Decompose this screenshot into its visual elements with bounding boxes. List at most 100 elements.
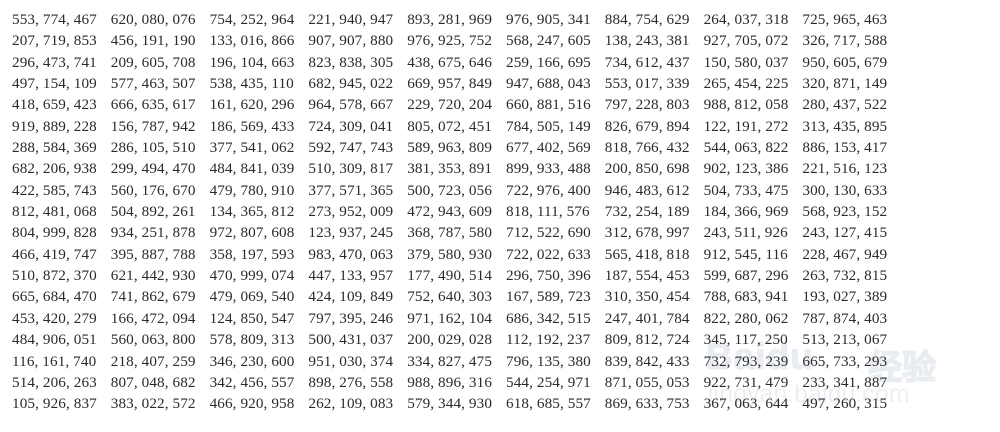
number-cell: 288, 584, 369	[12, 139, 97, 157]
number-cell	[895, 351, 994, 372]
number-cell: 599, 687, 296	[703, 267, 789, 285]
number-cell	[895, 265, 994, 286]
number-cell: 243, 127, 415	[802, 224, 888, 242]
number-cell: 320, 871, 149	[802, 75, 888, 93]
number-cell	[895, 30, 994, 51]
number-cell: 946, 483, 612	[604, 181, 690, 199]
number-cell: 752, 640, 303	[407, 288, 493, 306]
number-cell	[895, 180, 994, 201]
number-cell: 105, 926, 837	[12, 395, 97, 413]
number-cell: 553, 774, 467	[12, 11, 97, 28]
number-cell: 470, 999, 074	[209, 267, 295, 285]
number-cell: 722, 022, 633	[506, 245, 591, 263]
number-cell: 934, 251, 878	[110, 224, 196, 242]
number-cell: 247, 401, 784	[604, 309, 690, 327]
number-cell: 818, 111, 576	[506, 203, 590, 221]
number-cell: 538, 435, 110	[209, 75, 294, 93]
number-cell: 273, 952, 009	[308, 203, 394, 221]
number-cell: 133, 016, 866	[209, 32, 295, 50]
number-cell: 193, 027, 389	[802, 288, 888, 306]
number-cell: 228, 467, 949	[802, 245, 888, 263]
number-cell	[895, 9, 994, 30]
number-cell: 138, 243, 381	[604, 32, 690, 50]
number-cell: 342, 456, 557	[209, 373, 295, 391]
number-cell: 381, 353, 891	[407, 160, 493, 178]
number-cell	[895, 286, 994, 307]
number-cell: 919, 889, 228	[12, 117, 97, 135]
number-cell: 207, 719, 853	[12, 32, 97, 50]
number-cell: 134, 365, 812	[209, 203, 295, 221]
number-cell: 300, 130, 633	[802, 181, 888, 199]
number-cell: 513, 213, 067	[802, 331, 888, 349]
number-cell: 456, 191, 190	[110, 32, 196, 50]
number-cell: 788, 683, 941	[703, 288, 789, 306]
number-cell: 732, 793, 239	[703, 352, 789, 370]
number-cell: 682, 206, 938	[12, 160, 97, 178]
number-cell	[895, 372, 994, 393]
number-cell: 565, 418, 818	[604, 245, 690, 263]
number-cell: 243, 511, 926	[703, 224, 788, 242]
number-cell: 233, 341, 887	[802, 373, 888, 391]
number-cell: 812, 481, 068	[12, 203, 97, 221]
number-cell: 514, 206, 263	[12, 373, 97, 391]
number-cell: 577, 463, 507	[110, 75, 196, 93]
number-cell: 976, 925, 752	[407, 32, 493, 50]
number-cell: 972, 807, 608	[209, 224, 295, 242]
number-cell: 907, 907, 880	[308, 32, 394, 50]
number-cell: 677, 402, 569	[506, 139, 591, 157]
number-cell: 187, 554, 453	[604, 267, 690, 285]
number-cell: 184, 366, 969	[703, 203, 789, 221]
number-cell: 264, 037, 318	[703, 11, 789, 28]
number-cell: 504, 892, 261	[110, 203, 196, 221]
number-cell: 124, 850, 547	[209, 309, 295, 327]
number-cell: 472, 943, 609	[407, 203, 493, 221]
number-cell: 732, 254, 189	[604, 203, 690, 221]
number-cell: 741, 862, 679	[110, 288, 196, 306]
number-cell	[895, 158, 994, 179]
number-cell: 804, 999, 828	[12, 224, 97, 242]
number-cell: 621, 442, 930	[110, 267, 196, 285]
number-cell: 209, 605, 708	[110, 53, 196, 71]
number-cell: 805, 072, 451	[407, 117, 493, 135]
number-cell: 754, 252, 964	[209, 11, 295, 28]
number-cell: 221, 940, 947	[308, 11, 394, 28]
number-cell: 912, 545, 116	[703, 245, 788, 263]
number-cell: 988, 896, 316	[407, 373, 493, 391]
number-cell: 358, 197, 593	[209, 245, 295, 263]
number-cell	[895, 73, 994, 94]
number-cell: 724, 309, 041	[308, 117, 394, 135]
number-grid: 553, 774, 467 620, 080, 076 754, 252, 964 2…	[12, 9, 994, 414]
number-cell: 500, 431, 037	[308, 331, 394, 349]
number-cell	[895, 393, 994, 414]
number-cell	[895, 94, 994, 115]
number-cell: 484, 841, 039	[209, 160, 295, 178]
number-cell: 787, 874, 403	[802, 309, 888, 327]
number-cell: 286, 105, 510	[110, 139, 196, 157]
number-cell: 200, 850, 698	[604, 160, 690, 178]
number-cell: 510, 309, 817	[308, 160, 394, 178]
number-cell: 510, 872, 370	[12, 267, 97, 285]
number-cell: 167, 589, 723	[506, 288, 591, 306]
number-cell: 734, 612, 437	[604, 53, 690, 71]
number-cell: 262, 109, 083	[308, 395, 394, 413]
number-cell: 447, 133, 957	[308, 267, 394, 285]
number-cell: 313, 435, 895	[802, 117, 888, 135]
number-cell: 122, 191, 272	[703, 117, 789, 135]
number-cell: 544, 063, 822	[703, 139, 789, 157]
number-cell: 809, 812, 724	[604, 331, 690, 349]
number-cell: 818, 766, 432	[604, 139, 690, 157]
number-cell: 839, 842, 433	[604, 352, 690, 370]
number-cell: 218, 407, 259	[110, 352, 196, 370]
number-cell: 166, 472, 094	[110, 309, 196, 327]
number-cell: 971, 162, 104	[407, 309, 493, 327]
number-cell: 722, 976, 400	[506, 181, 591, 199]
number-cell: 660, 881, 516	[506, 96, 591, 114]
number-cell: 334, 827, 475	[407, 352, 493, 370]
number-cell: 560, 176, 670	[110, 181, 196, 199]
number-cell: 479, 780, 910	[209, 181, 295, 199]
number-cell: 466, 920, 958	[209, 395, 295, 413]
number-cell: 265, 454, 225	[703, 75, 789, 93]
number-cell: 796, 135, 380	[506, 352, 591, 370]
number-cell: 797, 228, 803	[604, 96, 690, 114]
number-cell: 177, 490, 514	[407, 267, 493, 285]
